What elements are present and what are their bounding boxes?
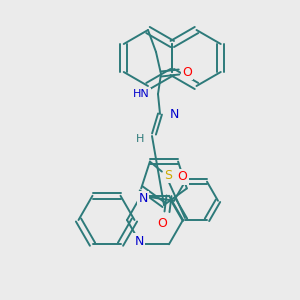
- Text: N: N: [138, 192, 148, 205]
- Text: O: O: [182, 65, 192, 79]
- Text: HN: HN: [133, 89, 150, 99]
- Text: O: O: [178, 170, 188, 184]
- Text: N: N: [134, 235, 144, 248]
- Text: H: H: [136, 134, 144, 144]
- Text: O: O: [157, 217, 167, 230]
- Text: S: S: [164, 169, 172, 182]
- Text: N: N: [170, 107, 179, 121]
